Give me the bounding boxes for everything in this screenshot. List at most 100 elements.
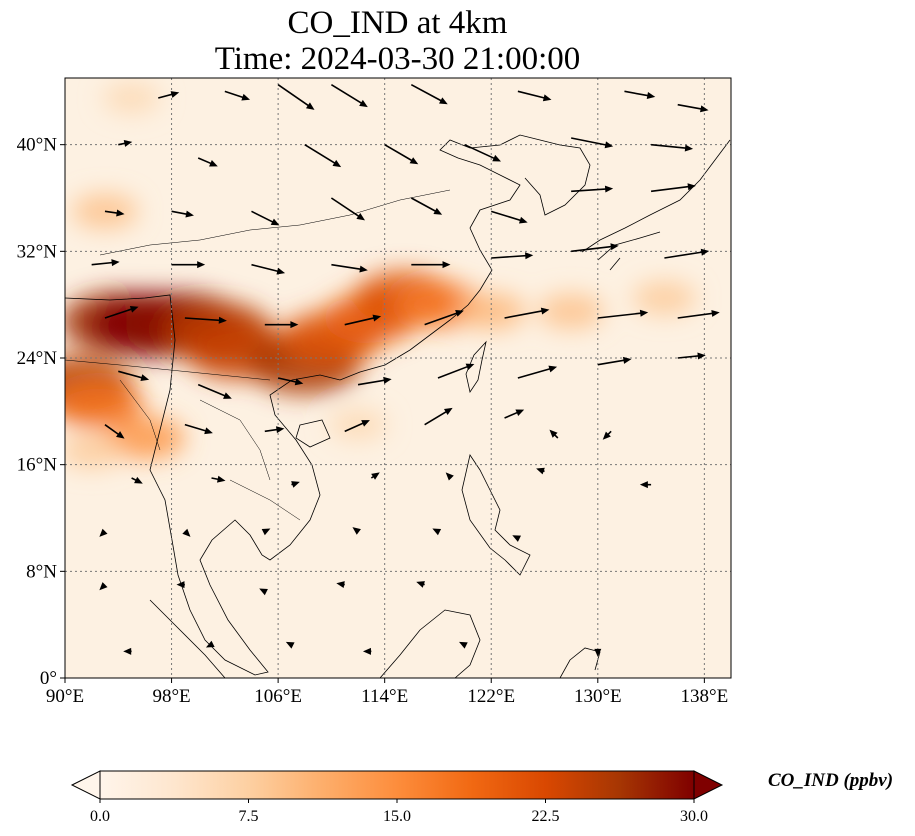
wind-arrow xyxy=(251,263,286,275)
wind-arrow-head xyxy=(536,467,545,475)
wind-arrow-head xyxy=(687,183,696,191)
wind-arrow-shaft xyxy=(277,84,312,109)
wind-arrow xyxy=(639,481,652,489)
colorbar-tick-label: 15.0 xyxy=(383,808,411,825)
wind-arrow xyxy=(118,140,133,147)
coastline-hainan xyxy=(295,419,331,448)
wind-arrow-head xyxy=(455,310,464,317)
wind-arrow-head xyxy=(604,141,614,149)
wind-arrow xyxy=(277,377,304,386)
wind-arrow xyxy=(362,647,372,655)
wind-arrow xyxy=(424,407,453,426)
colorbar-tick-label: 7.5 xyxy=(239,808,259,825)
concentration-blob xyxy=(102,82,161,114)
wind-arrow-shaft xyxy=(437,364,471,379)
colorbar-tick-label: 30.0 xyxy=(680,808,708,825)
wind-arrow-shaft xyxy=(344,316,378,326)
wind-arrow-head xyxy=(99,528,108,537)
wind-arrow xyxy=(536,467,545,475)
wind-arrow-head xyxy=(594,648,602,657)
wind-arrow-head xyxy=(185,210,194,218)
wind-arrow xyxy=(410,83,448,105)
wind-arrow-head xyxy=(276,267,286,275)
concentration-field xyxy=(65,82,697,469)
wind-arrow-shaft xyxy=(571,245,615,253)
wind-arrow xyxy=(285,641,295,649)
wind-arrow-head xyxy=(383,376,392,384)
wind-arrow xyxy=(504,409,525,419)
wind-arrow xyxy=(677,309,720,319)
wind-arrow-shaft xyxy=(624,90,652,98)
wind-arrow-shaft xyxy=(331,263,364,271)
wind-arrow-shaft xyxy=(330,83,365,106)
coastline-philippines xyxy=(461,454,531,576)
wind-arrow-head xyxy=(548,365,558,373)
wind-arrow-head xyxy=(170,91,180,98)
wind-arrow xyxy=(182,528,191,537)
wind-arrow xyxy=(571,185,614,193)
wind-arrow-shaft xyxy=(197,383,229,398)
wind-arrow xyxy=(445,472,454,481)
wind-arrow-shaft xyxy=(104,307,136,319)
coastline-japan xyxy=(581,139,731,271)
wind-arrow xyxy=(331,263,368,273)
wind-arrow-head xyxy=(129,306,139,313)
wind-arrow-head xyxy=(639,309,649,317)
wind-arrow-shaft xyxy=(410,83,445,104)
wind-arrow xyxy=(259,588,268,596)
wind-arrow-head xyxy=(459,641,468,649)
wind-arrow xyxy=(512,535,522,542)
colorbar-gradient xyxy=(99,770,695,800)
wind-arrow-head xyxy=(116,209,125,217)
wind-arrow-shaft xyxy=(410,197,439,214)
wind-arrow-head xyxy=(261,528,271,536)
coastline-sulawesi xyxy=(559,647,601,678)
wind-arrow-head xyxy=(697,352,706,360)
wind-arrow-head xyxy=(542,94,552,102)
wind-arrow xyxy=(352,527,361,535)
wind-arrow-head xyxy=(116,431,125,439)
wind-arrow-head xyxy=(359,265,368,273)
wind-arrow-head xyxy=(285,641,295,649)
coastlines xyxy=(65,134,731,678)
wind-arrow xyxy=(277,84,315,110)
map-title-line-2: Time: 2024-03-30 21:00:00 xyxy=(214,41,581,77)
wind-arrow-head xyxy=(416,581,425,588)
wind-arrow-shaft xyxy=(677,354,702,359)
wind-arrow-head xyxy=(205,640,215,648)
wind-arrow-head xyxy=(443,407,453,415)
wind-arrow-head xyxy=(362,647,371,655)
wind-arrow-shaft xyxy=(597,312,645,319)
wind-arrow-head xyxy=(465,363,475,371)
wind-arrow-head xyxy=(111,259,120,267)
concentration-blob xyxy=(105,416,185,460)
latitude-ticks: 0° 8°N 16°N 24°N 32°N 40°N xyxy=(17,135,65,689)
wind-arrow-head xyxy=(515,409,525,416)
wind-arrow xyxy=(571,243,619,253)
lat-tick-label: 40°N xyxy=(17,135,58,156)
wind-vectors xyxy=(91,83,720,657)
wind-arrow xyxy=(171,210,194,218)
wind-arrow xyxy=(664,248,710,259)
wind-arrow-head xyxy=(290,321,299,329)
wind-arrow xyxy=(597,356,632,366)
wind-arrow-shaft xyxy=(677,103,705,111)
wind-arrow-head xyxy=(549,429,558,438)
wind-arrow-head xyxy=(700,105,709,113)
lat-tick-label: 8°N xyxy=(26,561,57,582)
wind-arrow-head xyxy=(639,481,648,489)
wind-arrow xyxy=(104,306,139,319)
wind-arrow-shaft xyxy=(571,188,610,193)
wind-arrow xyxy=(99,528,108,537)
longitude-ticks: 90°E 98°E 106°E 114°E 122°E 130°E 138°E xyxy=(46,678,728,707)
wind-arrow-head xyxy=(492,154,501,162)
wind-arrow xyxy=(549,429,559,439)
wind-arrow-head xyxy=(371,472,380,480)
wind-arrow-head xyxy=(218,316,227,324)
wind-arrow-shaft xyxy=(424,311,461,326)
wind-arrow xyxy=(571,137,614,149)
wind-arrow-head xyxy=(445,472,454,481)
lon-tick-label: 90°E xyxy=(46,686,84,707)
wind-arrow-head xyxy=(275,426,285,434)
wind-arrow xyxy=(597,309,649,319)
